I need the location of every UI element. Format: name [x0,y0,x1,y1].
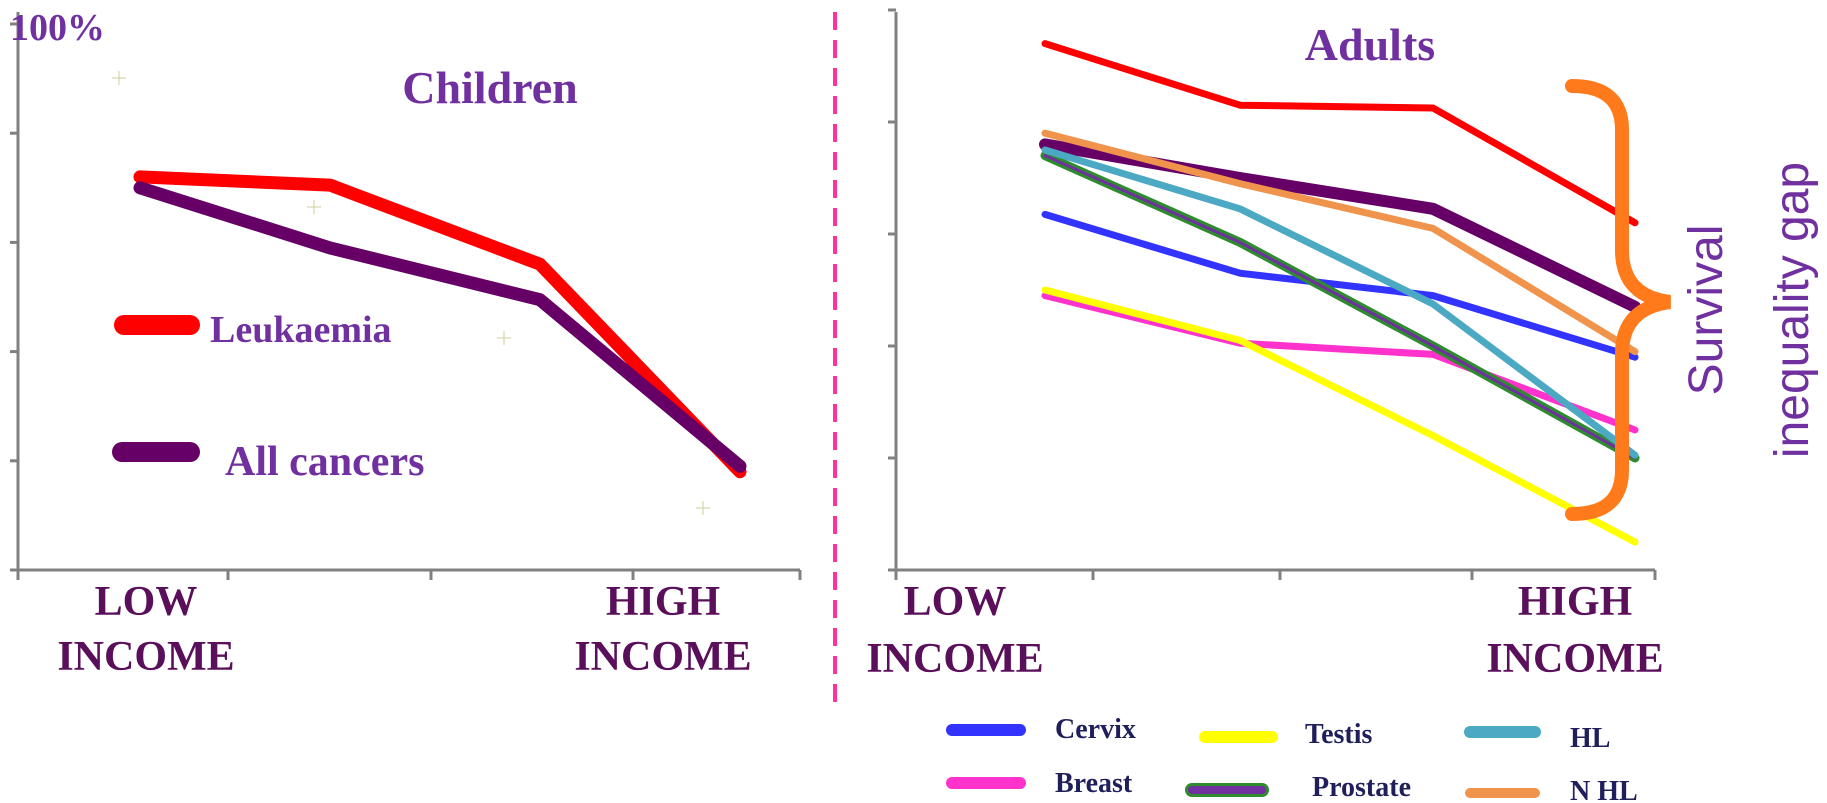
annotation-line1: Survival [1680,225,1733,396]
adults-line-cervix [1041,210,1639,361]
adults-x-low-line1: LOW [904,579,1007,625]
children-legend: Leukaemia All cancers [112,309,424,485]
children-x-high-line2: INCOME [574,634,751,680]
adults-line-testis [1041,286,1639,546]
adults-line-prostate-inner [1043,154,1637,460]
legend-label-nhl: N HL [1570,776,1638,803]
adults-line-prostate [1040,151,1640,463]
adults-x-high-line1: HIGH [1518,579,1632,625]
children-title: Children [402,62,578,113]
legend-label-prostate: Prostate [1312,772,1411,803]
children-y-ticks [10,22,18,572]
children-line-all-cancers [133,181,747,473]
adults-line-hl [1041,146,1639,459]
faint-markers [112,71,710,515]
adults-x-high-line2: INCOME [1486,636,1663,682]
adults-line-series-0 [1041,40,1639,227]
children-series [133,170,747,479]
children-x-high-line1: HIGH [606,579,720,625]
children-x-low-line1: LOW [95,579,198,625]
legend-label-breast: Breast [1055,768,1133,799]
annotation-line2: inequality gap [1766,162,1819,458]
children-line-leukaemia [133,170,747,479]
adults-line-breast [1041,292,1639,434]
adults-line-n-hl [1041,129,1639,356]
legend-label-hl: HL [1570,723,1610,754]
legend-label-leukaemia: Leukaemia [210,309,392,351]
children-axes [10,12,802,580]
legend-label-cervix: Cervix [1055,714,1136,745]
legend-label-all-cancers: All cancers [225,439,424,485]
adults-title: Adults [1305,19,1435,70]
legend-label-testis: Testis [1305,719,1373,750]
adults-legend: Cervix Breast Testis Prostate HL N HL [946,714,1638,803]
inequality-gap-brace [1565,79,1672,521]
adults-series [1039,40,1641,546]
adults-axes [888,8,1657,580]
children-x-ticks [16,570,802,580]
top-percent-label: 100% [10,7,105,49]
adults-x-ticks [894,570,1657,580]
children-x-low-line2: INCOME [57,634,234,680]
adults-y-ticks [888,8,896,572]
adults-x-low-line2: INCOME [866,636,1043,682]
